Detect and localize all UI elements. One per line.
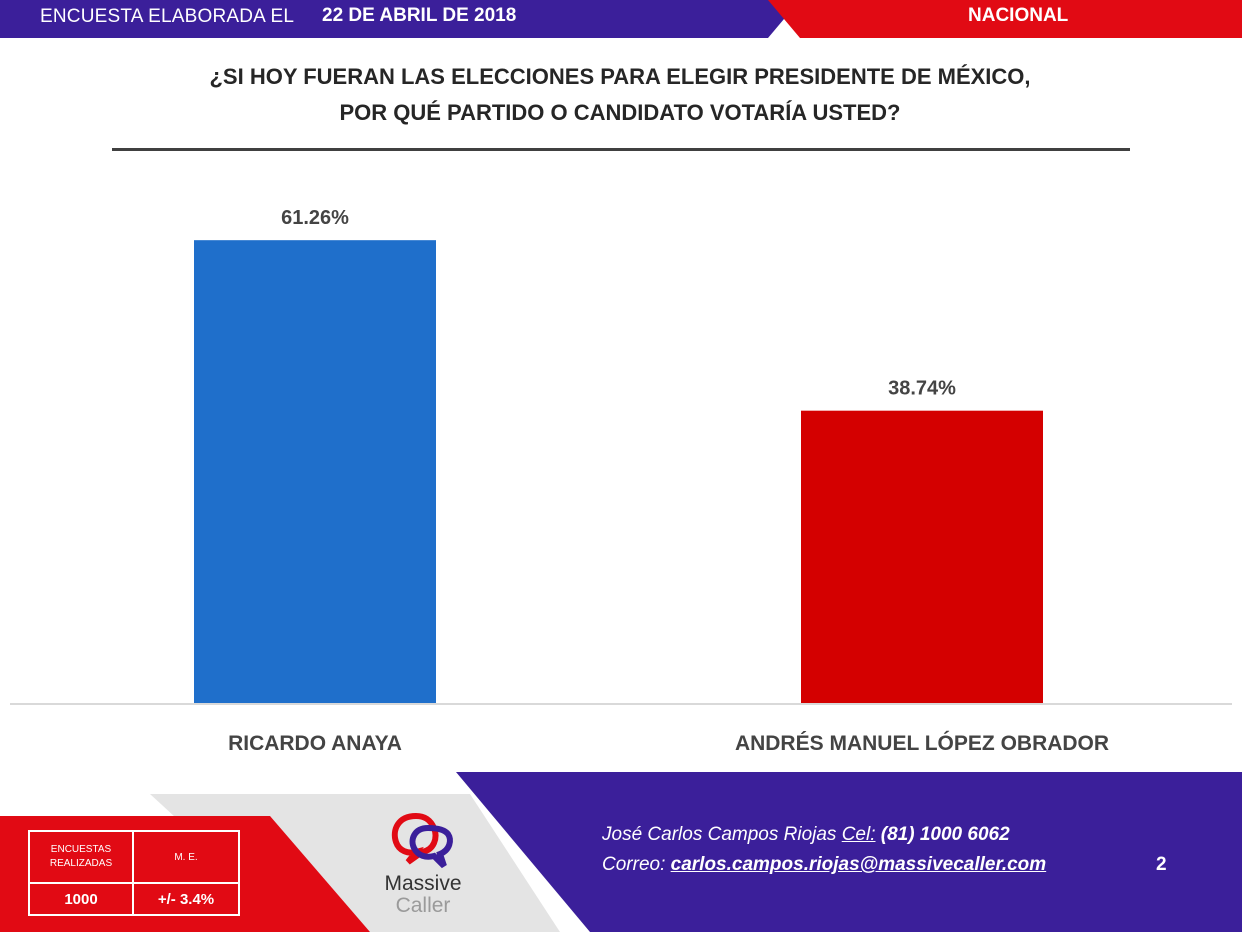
surveys-count-value: 1000: [30, 884, 134, 914]
logo-word-caller: Caller: [395, 894, 451, 917]
margin-error-value: +/- 3.4%: [157, 890, 215, 908]
bar-ricardo-anaya: [194, 240, 436, 704]
header-purple-band: [0, 0, 800, 38]
header-band: ENCUESTA ELABORADA EL 22 DE ABRIL DE 201…: [0, 0, 1242, 38]
margin-error-label: M. E.: [134, 832, 238, 884]
bar-chart: 61.26% 38.74% RICARDO ANAYA ANDRÉS MANUEL …: [10, 207, 1232, 755]
surveys-label-line-1: ENCUESTAS: [50, 844, 112, 855]
survey-date-prefix: ENCUESTA ELABORADA EL: [40, 6, 295, 27]
footer-red-panel: [0, 816, 370, 932]
bar-lopez-obrador: [801, 410, 1043, 704]
bars-group: [194, 240, 1043, 704]
header-red-band: [768, 0, 1242, 38]
page-number: 2: [1156, 854, 1167, 875]
category-label-0: RICARDO ANAYA: [228, 732, 402, 755]
question-line-2: POR QUÉ PARTIDO O CANDIDATO VOTARÍA USTE…: [339, 100, 901, 125]
logo-word-massive: Massive: [384, 872, 462, 895]
header-background: [0, 0, 1242, 38]
survey-date: 22 DE ABRIL DE 2018: [322, 5, 517, 26]
question-line-1: ¿SI HOY FUERAN LAS ELECCIONES PARA ELEGI…: [209, 64, 1031, 89]
surveys-count-label: ENCUESTAS REALIZADAS: [30, 832, 134, 884]
phone-label: Cel:: [841, 824, 876, 845]
footer: ENCUESTAS REALIZADAS M. E. 1000 +/- 3.4%…: [0, 768, 1242, 932]
value-labels-group: 61.26% 38.74%: [281, 207, 956, 400]
survey-stats-table: ENCUESTAS REALIZADAS M. E. 1000 +/- 3.4%: [28, 830, 240, 916]
email-link[interactable]: carlos.campos.riojas@massivecaller.com: [670, 854, 1047, 875]
footer-purple-panel: [456, 772, 1242, 932]
category-label-1: ANDRÉS MANUEL LÓPEZ OBRADOR: [735, 731, 1109, 755]
contact-line-phone: José Carlos Campos Riojas Cel: (81) 1000…: [602, 824, 1010, 846]
chat-bubbles-logo-icon: [391, 812, 453, 869]
surveys-label-line-2: REALIZADAS: [49, 858, 113, 869]
email-label: Correo:: [602, 854, 666, 875]
contact-line-email: Correo: carlos.campos.riojas@massivecall…: [602, 854, 1046, 876]
phone-number[interactable]: (81) 1000 6062: [880, 824, 1010, 845]
region-label: NACIONAL: [968, 5, 1069, 26]
massive-caller-logo: Massive Caller: [368, 808, 478, 928]
footer-background: [0, 772, 1242, 932]
value-label-0: 61.26%: [281, 207, 349, 229]
category-labels-group: RICARDO ANAYA ANDRÉS MANUEL LÓPEZ OBRADOR: [228, 731, 1109, 755]
question-divider: [112, 148, 1130, 151]
contact-name: José Carlos Campos Riojas: [602, 824, 837, 845]
value-label-1: 38.74%: [888, 378, 956, 400]
